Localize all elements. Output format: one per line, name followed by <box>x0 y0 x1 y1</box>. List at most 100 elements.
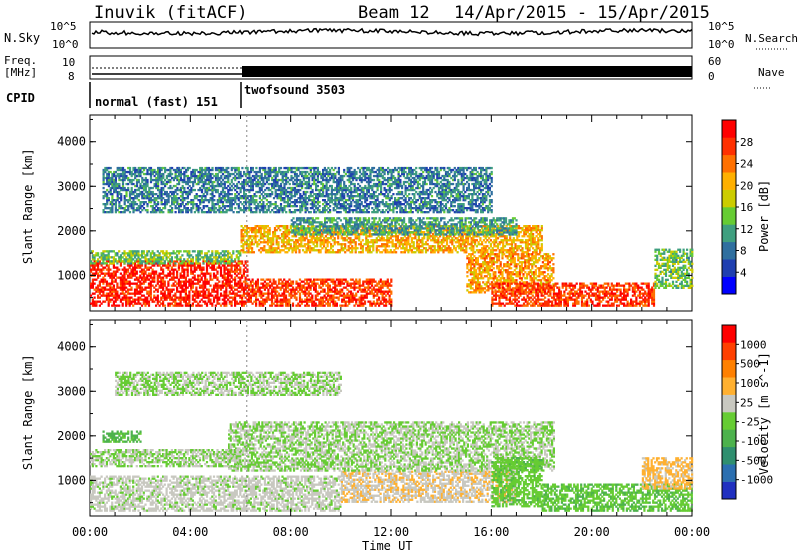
heatmap-cell <box>375 217 377 219</box>
heatmap-cell <box>146 262 148 264</box>
heatmap-cell <box>287 287 289 289</box>
heatmap-cell <box>108 199 110 201</box>
heatmap-cell <box>216 291 218 293</box>
heatmap-cell <box>309 245 311 247</box>
heatmap-cell <box>146 211 148 213</box>
heatmap-cell <box>541 227 543 229</box>
heatmap-cell <box>136 203 138 205</box>
heatmap-cell <box>188 291 190 293</box>
heatmap-cell <box>486 223 488 225</box>
heatmap-cell <box>144 289 146 291</box>
heatmap-cell <box>286 235 288 237</box>
heatmap-cell <box>115 177 117 179</box>
heatmap-cell <box>218 303 220 305</box>
heatmap-cell <box>166 277 168 279</box>
heatmap-cell <box>422 217 424 219</box>
heatmap-cell <box>427 243 429 245</box>
heatmap-cell <box>342 223 344 225</box>
nave-tick-bottom: 0 <box>708 70 715 83</box>
heatmap-cell <box>234 281 236 283</box>
heatmap-cell <box>104 191 106 193</box>
heatmap-cell <box>209 277 211 279</box>
heatmap-cell <box>328 227 330 229</box>
heatmap-cell <box>202 262 204 264</box>
heatmap-cell <box>166 299 168 301</box>
heatmap-cell <box>108 267 110 269</box>
heatmap-cell <box>123 293 125 295</box>
heatmap-cell <box>362 239 364 241</box>
heatmap-cell <box>124 201 126 203</box>
heatmap-cell <box>419 229 421 231</box>
heatmap-cell <box>489 227 491 229</box>
heatmap-cell <box>327 283 329 285</box>
heatmap-cell <box>192 273 194 275</box>
heatmap-cell <box>153 281 155 283</box>
heatmap-cell <box>321 229 323 231</box>
heatmap-cell <box>241 277 243 279</box>
heatmap-cell <box>310 287 312 289</box>
heatmap-cell <box>118 250 120 252</box>
heatmap-cell <box>204 285 206 287</box>
heatmap-cell <box>139 207 141 209</box>
heatmap-cell <box>378 305 380 307</box>
heatmap-cell <box>270 245 272 247</box>
heatmap-cell <box>139 275 141 277</box>
heatmap-cell <box>393 249 395 251</box>
heatmap-cell <box>94 256 96 258</box>
heatmap-cell <box>206 303 208 305</box>
heatmap-cell <box>327 239 329 241</box>
heatmap-cell <box>134 295 136 297</box>
heatmap-cell <box>530 231 532 233</box>
heatmap-cell <box>364 217 366 219</box>
heatmap-cell <box>141 262 143 264</box>
heatmap-cell <box>514 217 516 219</box>
heatmap-cell <box>467 241 469 243</box>
heatmap-cell <box>208 283 210 285</box>
heatmap-cell <box>348 245 350 247</box>
heatmap-cell <box>476 245 478 247</box>
heatmap-cell <box>99 283 101 285</box>
heatmap-cell <box>129 281 131 283</box>
heatmap-cell <box>236 271 238 273</box>
heatmap-cell <box>153 279 155 281</box>
heatmap-cell <box>407 251 409 253</box>
heatmap-cell <box>345 303 347 305</box>
heatmap-cell <box>329 303 331 305</box>
heatmap-cell <box>431 229 433 231</box>
heatmap-cell <box>411 239 413 241</box>
heatmap-cell <box>174 262 176 264</box>
heatmap-cell <box>262 305 264 307</box>
heatmap-cell <box>173 275 175 277</box>
heatmap-cell <box>259 289 261 291</box>
heatmap-cell <box>258 249 260 251</box>
heatmap-cell <box>445 233 447 235</box>
heatmap-cell <box>372 247 374 249</box>
heatmap-cell <box>474 241 476 243</box>
heatmap-cell <box>359 287 361 289</box>
heatmap-cell <box>139 267 141 269</box>
heatmap-cell <box>313 247 315 249</box>
heatmap-cell <box>396 227 398 229</box>
heatmap-cell <box>190 269 192 271</box>
heatmap-cell <box>384 229 386 231</box>
noise-sky-line <box>92 29 692 36</box>
heatmap-cell <box>486 227 488 229</box>
heatmap-cell <box>159 264 161 266</box>
heatmap-cell <box>409 235 411 237</box>
heatmap-cell <box>138 189 140 191</box>
heatmap-cell <box>287 291 289 293</box>
heatmap-cell <box>267 235 269 237</box>
heatmap-cell <box>255 237 257 239</box>
heatmap-cell <box>406 247 408 249</box>
heatmap-cell <box>471 243 473 245</box>
heatmap-cell <box>379 219 381 221</box>
heatmap-cell <box>141 264 143 266</box>
heatmap-cell <box>390 291 392 293</box>
heatmap-cell <box>349 223 351 225</box>
heatmap-cell <box>285 297 287 299</box>
heatmap-cell <box>402 237 404 239</box>
heatmap-cell <box>276 297 278 299</box>
heatmap-cell <box>456 223 458 225</box>
heatmap-cell <box>316 243 318 245</box>
heatmap-cell <box>493 233 495 235</box>
